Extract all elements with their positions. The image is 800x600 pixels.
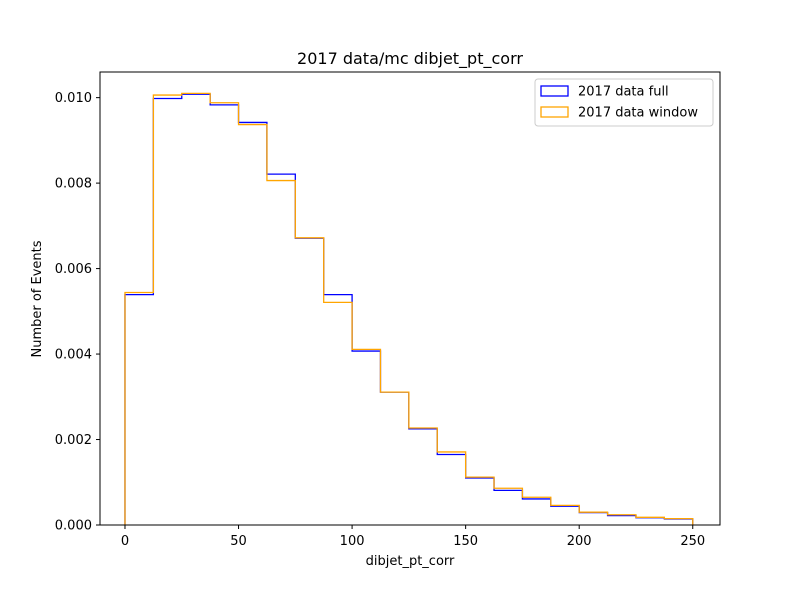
x-tick-label: 100 <box>340 534 365 549</box>
x-tick-label: 200 <box>567 534 592 549</box>
x-tick-label: 150 <box>453 534 478 549</box>
axes-frame <box>99 71 721 526</box>
legend-swatch-2 <box>540 106 569 118</box>
legend-label-1: 2017 data full <box>578 85 669 100</box>
y-tick-label: 0.004 <box>55 348 92 363</box>
y-axis-label: Number of Events <box>30 240 45 357</box>
series-line-2 <box>124 92 694 525</box>
plot-area <box>99 71 721 526</box>
legend-swatch-1 <box>540 85 569 97</box>
legend-label-2: 2017 data window <box>578 106 698 121</box>
legend-box <box>534 78 714 127</box>
chart-title: 2017 data/mc dibjet_pt_corr <box>297 49 523 69</box>
y-axis: 0.000 0.002 0.004 0.006 0.008 0.010 <box>55 91 100 534</box>
y-tick-label: 0.000 <box>55 519 92 534</box>
y-tick-label: 0.002 <box>55 433 92 448</box>
x-tick-label: 50 <box>230 534 247 549</box>
x-axis-label: dibjet_pt_corr <box>366 554 455 569</box>
y-tick-label: 0.006 <box>55 262 92 277</box>
y-tick-label: 0.008 <box>55 177 92 192</box>
legend: 2017 data full 2017 data window <box>534 78 714 127</box>
y-tick-label: 0.010 <box>55 91 92 106</box>
x-tick-label: 250 <box>680 534 705 549</box>
x-tick-label: 0 <box>121 534 129 549</box>
x-axis: 0 50 100 150 200 250 <box>121 525 705 549</box>
